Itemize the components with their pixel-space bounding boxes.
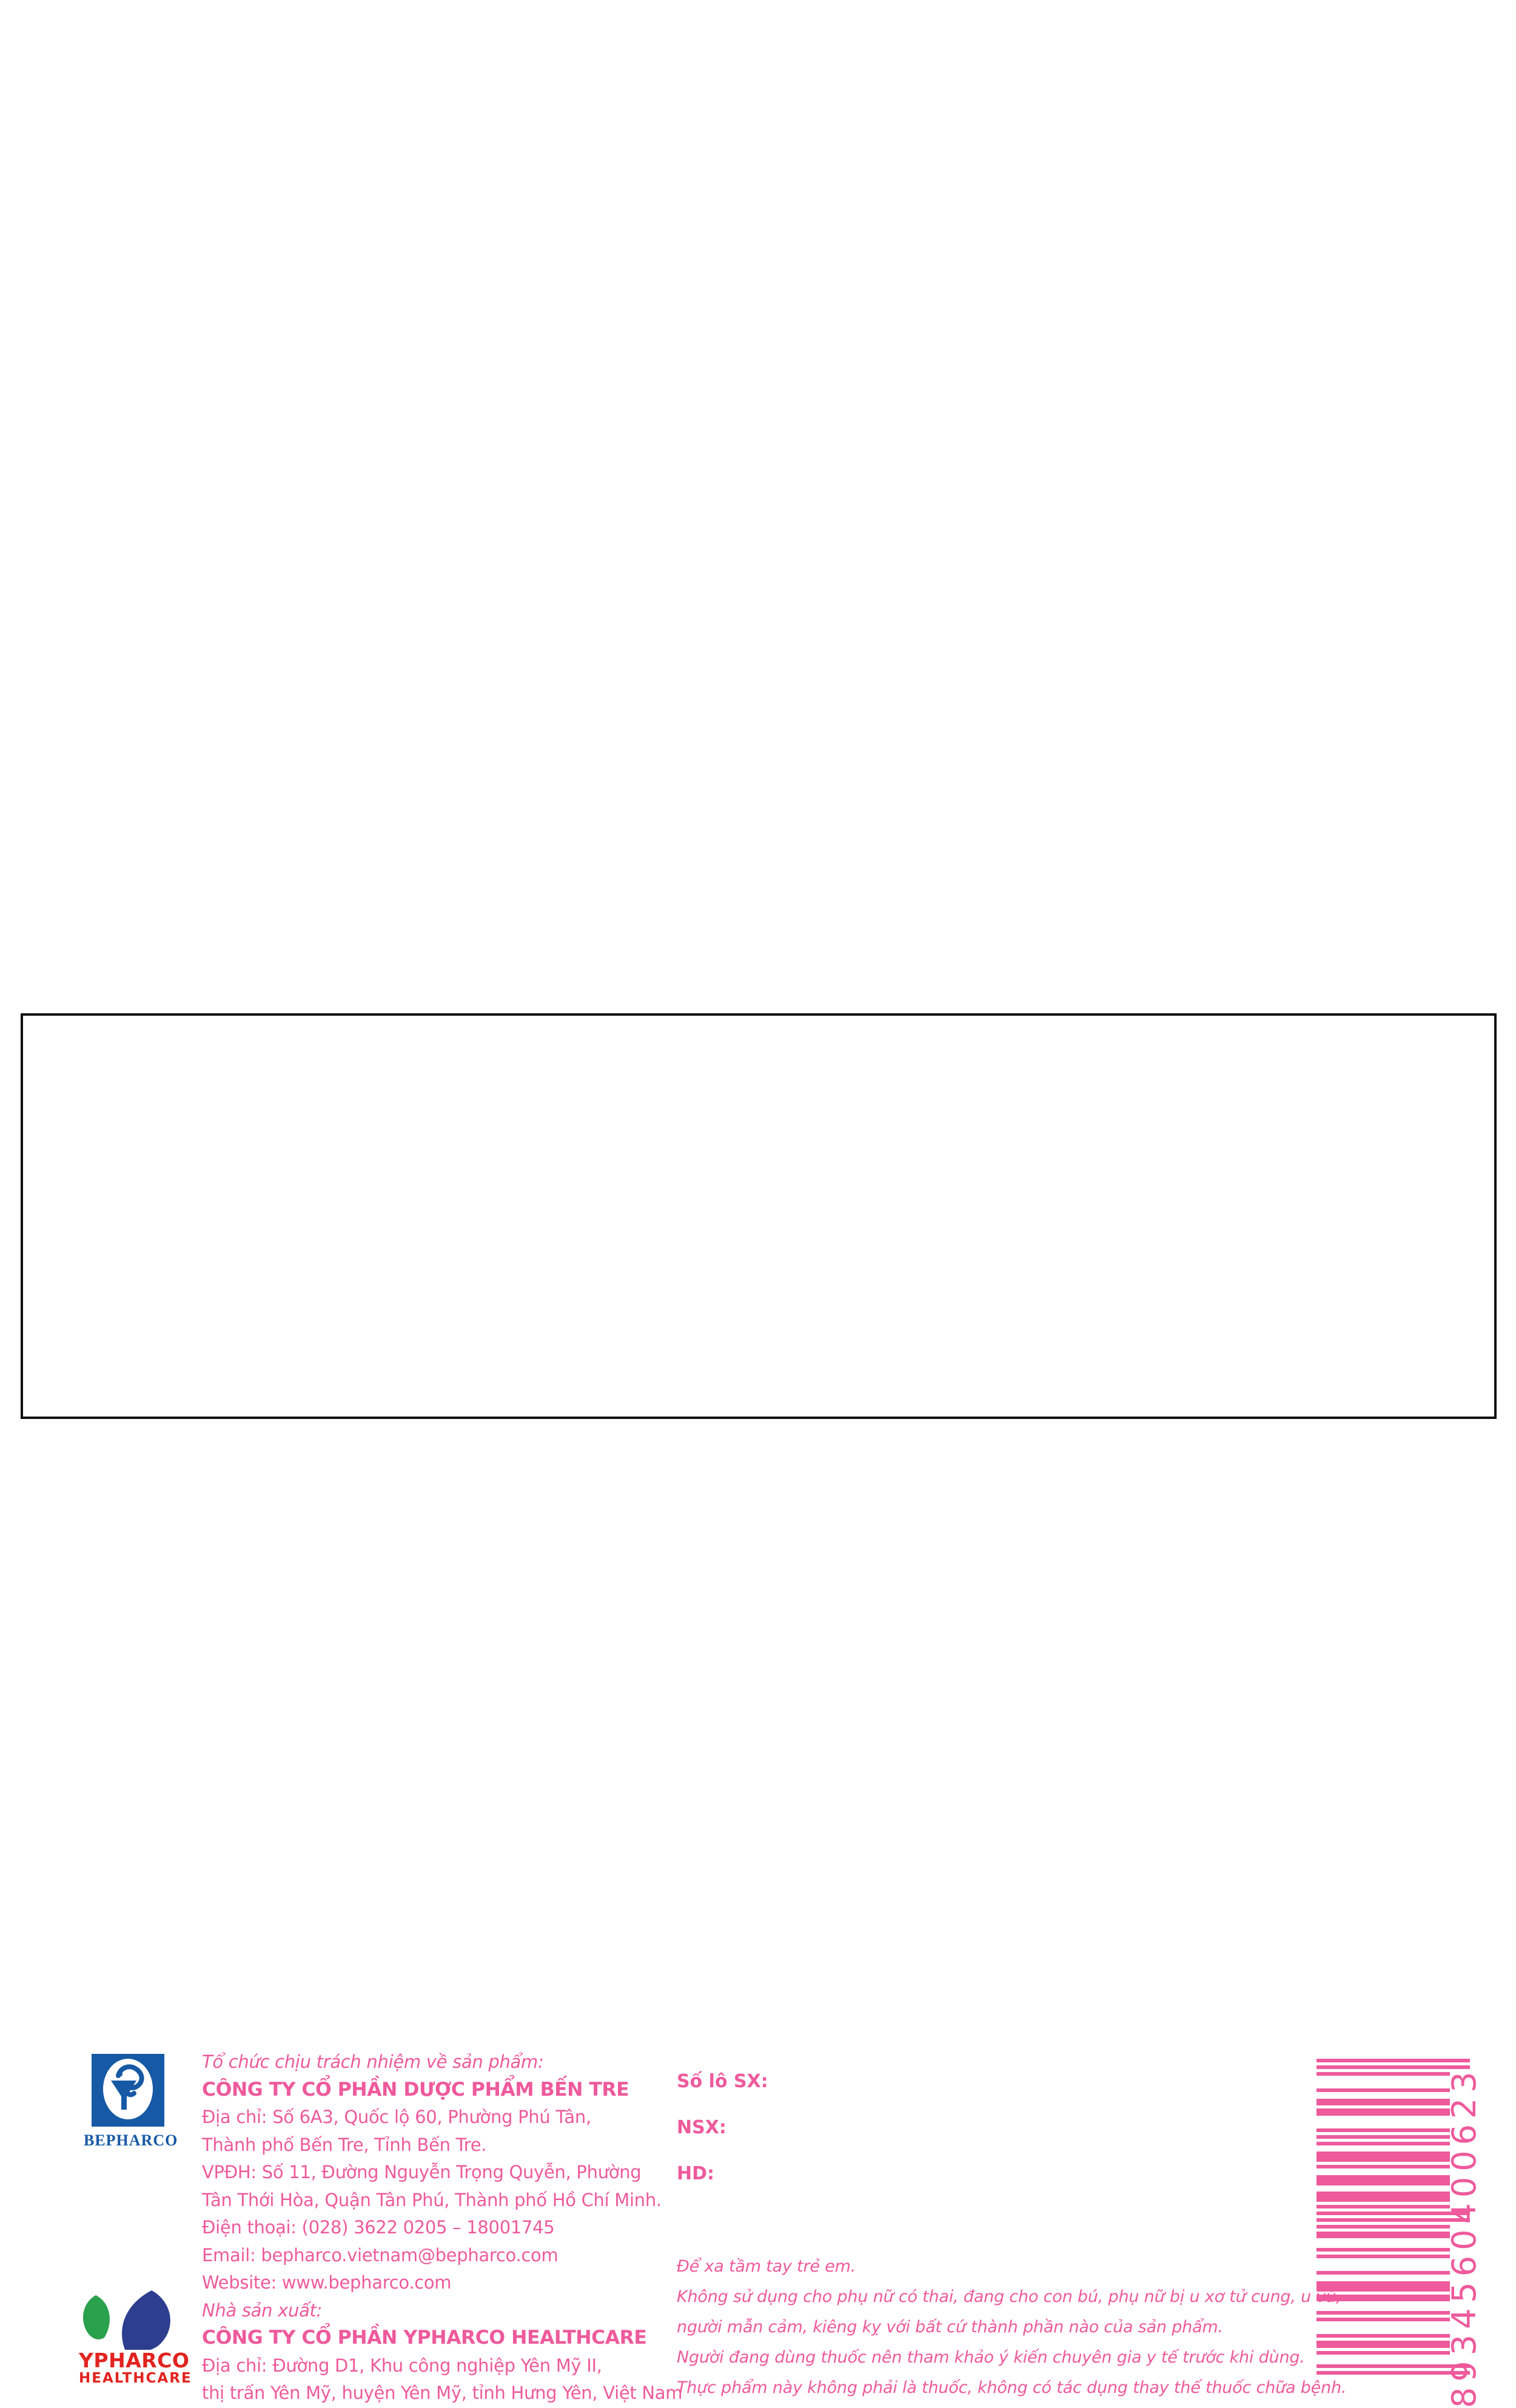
ypharco-logo-icon (78, 2287, 182, 2352)
responsible-org-address-line: VPĐH: Số 11, Đường Nguyễn Trọng Quyễn, P… (202, 2162, 642, 2182)
left-text-column: Tổ chức chịu trách nhiệm về sản phẩm: CÔ… (202, 2048, 687, 2407)
responsible-org-address-line: Tân Thới Hòa, Quận Tân Phú, Thành phố Hồ… (202, 2189, 662, 2210)
email-line: Email: bepharco.vietnam@bepharco.com (202, 2244, 558, 2265)
field-expiry-date: HD: (677, 2163, 715, 2184)
warning-line: người mẫn cảm, kiêng kỵ với bất cứ thành… (677, 2318, 1223, 2336)
phone-line: Điện thoại: (028) 3622 0205 – 18001745 (202, 2217, 555, 2238)
bepharco-wordmark: BEPHARCO (84, 2131, 178, 2149)
manufacturer-company: CÔNG TY CỔ PHẦN YPHARCO HEALTHCARE (202, 2327, 647, 2349)
responsible-org-company: CÔNG TY CỔ PHẦN DƯỢC PHẨM BẾN TRE (202, 2078, 629, 2101)
warning-line: Không sử dụng cho phụ nữ có thai, đang c… (677, 2287, 1341, 2306)
manufacturer-heading: Nhà sản xuất: (202, 2299, 323, 2321)
field-manufacture-date: NSX: (677, 2117, 726, 2138)
ypharco-healthcare-text: HEALTHCARE (79, 2370, 192, 2386)
barcode-number: 8934560400623 (1445, 2066, 1483, 2408)
responsible-org-heading: Tổ chức chịu trách nhiệm về sản phẩm: (202, 2051, 544, 2072)
product-label-panel: BEPHARCO Tổ chức chịu trách nhiệm về sản… (21, 1013, 1497, 2408)
warning-line: Người đang dùng thuốc nên tham khảo ý ki… (677, 2348, 1305, 2367)
website-line: Website: www.bepharco.com (202, 2272, 452, 2293)
warning-line: Thực phẩm này không phải là thuốc, không… (677, 2378, 1347, 2397)
manufacturer-address-line: Địa chỉ: Đường D1, Khu công nghiệp Yên M… (202, 2355, 602, 2376)
ypharco-wordmark: YPHARCO (79, 2349, 190, 2372)
field-batch-number: Số lô SX: (677, 2071, 768, 2092)
warning-text-block: Để xa tầm tay trẻ em. Không sử dụng cho … (677, 2252, 1346, 2403)
responsible-org-address-line: Địa chỉ: Số 6A3, Quốc lộ 60, Phường Phú … (202, 2107, 591, 2127)
warning-line: Để xa tầm tay trẻ em. (677, 2257, 856, 2276)
responsible-org-address-line: Thành phố Bến Tre, Tỉnh Bến Tre. (202, 2134, 487, 2155)
bepharco-logo-icon (92, 2054, 164, 2127)
manufacturer-address-line: thị trấn Yên Mỹ, huyện Yên Mỹ, tỉnh Hưng… (202, 2383, 683, 2403)
